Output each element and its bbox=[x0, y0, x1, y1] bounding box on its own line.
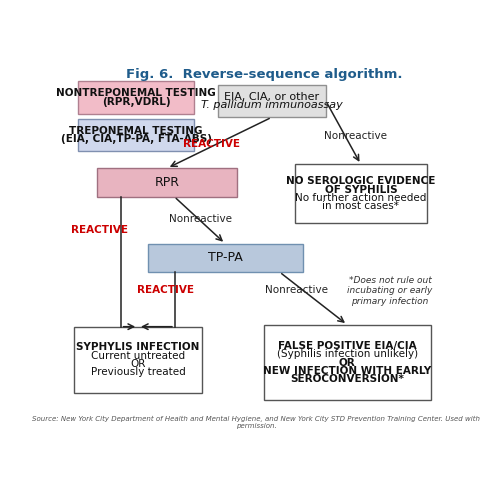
Text: TP-PA: TP-PA bbox=[208, 251, 242, 264]
Text: *Does not rule out
incubating or early
primary infection: *Does not rule out incubating or early p… bbox=[347, 276, 432, 306]
Text: REACTIVE: REACTIVE bbox=[136, 285, 194, 294]
Text: REACTIVE: REACTIVE bbox=[183, 139, 240, 148]
Text: Previously treated: Previously treated bbox=[90, 367, 186, 377]
Text: Nonreactive: Nonreactive bbox=[168, 214, 232, 224]
Text: (EIA, CIA,TP-PA, FTA-ABS): (EIA, CIA,TP-PA, FTA-ABS) bbox=[60, 134, 212, 145]
FancyBboxPatch shape bbox=[264, 325, 430, 400]
FancyBboxPatch shape bbox=[78, 81, 194, 114]
FancyBboxPatch shape bbox=[148, 244, 303, 272]
FancyBboxPatch shape bbox=[218, 85, 326, 117]
Text: NONTREPONEMAL TESTING: NONTREPONEMAL TESTING bbox=[56, 88, 216, 98]
Text: (RPR,VDRL): (RPR,VDRL) bbox=[102, 97, 170, 107]
Text: TREPONEMAL TESTING: TREPONEMAL TESTING bbox=[70, 126, 203, 136]
Text: SEROCONVERSION*: SEROCONVERSION* bbox=[290, 374, 404, 384]
Text: EIA, CIA, or other: EIA, CIA, or other bbox=[224, 92, 320, 102]
Text: Current untreated: Current untreated bbox=[91, 350, 185, 361]
Text: Nonreactive: Nonreactive bbox=[266, 285, 328, 294]
Text: (Syphilis infection unlikely): (Syphilis infection unlikely) bbox=[277, 349, 418, 359]
Text: OR: OR bbox=[130, 359, 146, 369]
FancyBboxPatch shape bbox=[295, 165, 427, 223]
Text: RPR: RPR bbox=[154, 176, 180, 189]
Text: in most cases*: in most cases* bbox=[322, 201, 400, 211]
Text: No further action needed: No further action needed bbox=[295, 193, 426, 203]
Text: NO SEROLOGIC EVIDENCE: NO SEROLOGIC EVIDENCE bbox=[286, 176, 436, 186]
FancyBboxPatch shape bbox=[98, 168, 237, 196]
Text: NEW INFECTION WITH EARLY: NEW INFECTION WITH EARLY bbox=[263, 366, 432, 376]
Text: Source: New York City Department of Health and Mental Hygiene, and New York City: Source: New York City Department of Heal… bbox=[32, 416, 480, 429]
Text: Nonreactive: Nonreactive bbox=[324, 131, 386, 141]
Text: OF SYPHILIS: OF SYPHILIS bbox=[324, 185, 397, 195]
FancyBboxPatch shape bbox=[74, 327, 202, 392]
Text: Fig. 6.  Reverse-sequence algorithm.: Fig. 6. Reverse-sequence algorithm. bbox=[126, 68, 402, 81]
Text: OR: OR bbox=[339, 358, 355, 368]
Text: SYPHYLIS INFECTION: SYPHYLIS INFECTION bbox=[76, 342, 200, 352]
Text: REACTIVE: REACTIVE bbox=[71, 225, 128, 236]
FancyBboxPatch shape bbox=[78, 119, 194, 151]
Text: FALSE POSITIVE EIA/CIA: FALSE POSITIVE EIA/CIA bbox=[278, 341, 416, 351]
Text: T. pallidum immunoassay: T. pallidum immunoassay bbox=[201, 100, 342, 110]
